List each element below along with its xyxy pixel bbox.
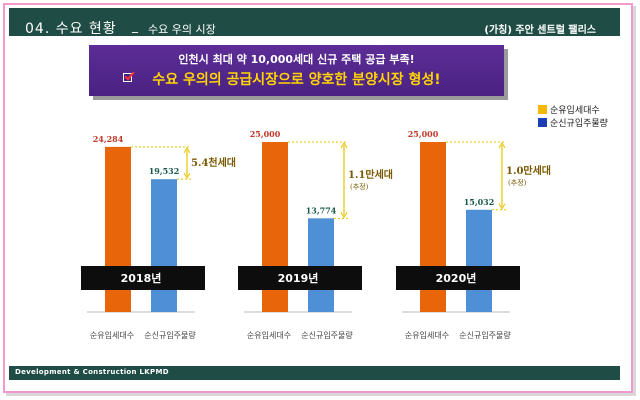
gap-note: (추정) <box>508 178 527 187</box>
summary-banner: 인천시 최대 약 10,000세대 신규 주택 공급 부족! 수요 우의의 공급… <box>89 45 504 96</box>
header-bar: 04. 수요 현황 _ 수요 우의 시장 (가칭) 주안 센트럴 팰리스 <box>9 8 620 37</box>
bar-supply <box>151 179 177 312</box>
gap-arrow-head-bottom <box>340 212 348 219</box>
legend-swatch-supply <box>538 118 547 127</box>
legend-label-demand: 순유입세대수 <box>550 106 600 116</box>
bar-value-label: 25,000 <box>250 129 281 139</box>
legend-item-supply: 순신규입주물량 <box>538 116 608 129</box>
gap-label: 1.1만세대 <box>348 168 393 181</box>
year-band <box>81 266 205 290</box>
legend-item-demand: 순유입세대수 <box>538 103 608 116</box>
category-label: 순유입세대수 <box>90 331 134 340</box>
year-label: 2018년 <box>121 271 162 285</box>
footer-bar: Development & Construction LKPMD <box>9 366 620 380</box>
gap-label: 5.4천세대 <box>191 156 236 169</box>
year-label: 2019년 <box>278 271 319 285</box>
bar-supply <box>466 209 492 312</box>
gap-arrow-head-bottom <box>183 172 191 180</box>
page-subtitle: 수요 우의 시장 <box>148 23 216 36</box>
page-title: 04. 수요 현황 <box>25 21 117 37</box>
gap-note: (추정) <box>350 182 369 191</box>
bar-value-label: 15,032 <box>464 197 495 207</box>
checkbox-icon <box>123 73 132 82</box>
year-label: 2020년 <box>436 271 477 285</box>
footer-text: Development & Construction LKPMD <box>15 368 169 376</box>
category-label: 순유입세대수 <box>247 331 291 340</box>
gap-arrow-head-top <box>183 146 191 154</box>
bar-supply <box>308 218 334 312</box>
legend-label-supply: 순신규입주물량 <box>550 119 608 129</box>
gap-arrow-head-bottom <box>498 203 506 210</box>
bar-value-label: 25,000 <box>408 129 439 139</box>
project-name: (가칭) 주안 센트럴 팰리스 <box>484 25 596 36</box>
category-label: 순신규입주물량 <box>459 330 511 340</box>
gap-label: 1.0만세대 <box>506 164 551 177</box>
chart-legend: 순유입세대수 순신규입주물량 <box>538 103 608 129</box>
banner-line-1: 인천시 최대 약 10,000세대 신규 주택 공급 부족! <box>178 53 415 66</box>
category-label: 순유입세대수 <box>405 331 449 340</box>
title-dash: _ <box>132 19 138 33</box>
category-label: 순신규입주물량 <box>144 330 196 340</box>
gap-arrow-head-top <box>340 142 348 149</box>
gap-arrow-head-top <box>498 142 506 149</box>
year-band <box>396 266 520 290</box>
bar-value-label: 19,532 <box>149 166 180 176</box>
bar-value-label: 13,774 <box>306 205 337 215</box>
year-band <box>238 266 362 290</box>
bar-value-label: 24,284 <box>93 134 124 144</box>
legend-swatch-demand <box>538 105 547 114</box>
category-label: 순신규입주물량 <box>301 330 353 340</box>
banner-line-2: 수요 우의의 공급시장으로 양호한 분양시장 형성! <box>152 72 441 88</box>
